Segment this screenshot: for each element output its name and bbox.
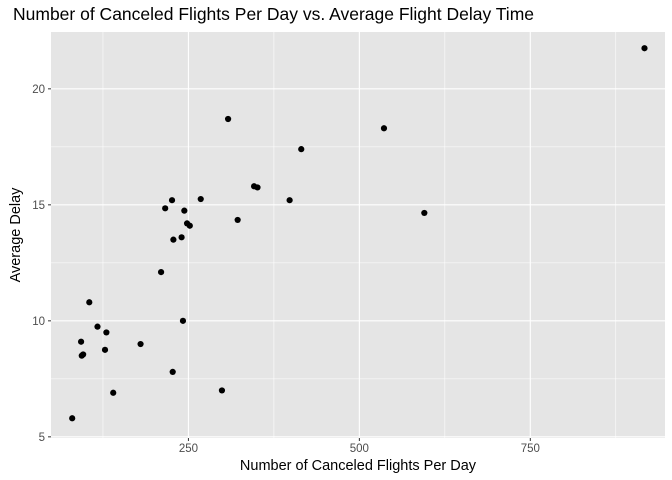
data-point <box>178 234 185 241</box>
y-axis-ticks: 5 10 15 20 <box>32 84 51 444</box>
x-axis-ticks: 250 500 750 <box>179 438 540 455</box>
data-point <box>286 197 293 204</box>
data-point <box>162 205 169 212</box>
data-point <box>94 323 101 330</box>
data-point <box>298 146 305 153</box>
data-point <box>170 236 177 243</box>
data-point <box>137 340 144 348</box>
data-point <box>110 389 117 396</box>
data-point <box>168 197 176 204</box>
data-point <box>181 207 188 214</box>
data-point <box>186 222 193 229</box>
data-point <box>169 368 176 375</box>
y-axis-title: Average Delay <box>8 187 24 283</box>
data-point <box>103 329 110 336</box>
major-gridlines <box>51 32 665 438</box>
y-tick-label: 20 <box>32 84 45 96</box>
x-tick-label: 250 <box>179 443 198 455</box>
data-point <box>641 45 648 52</box>
data-point <box>69 415 76 422</box>
data-point <box>421 209 428 217</box>
y-tick-label: 15 <box>32 200 45 212</box>
data-point <box>197 195 204 203</box>
minor-gridlines <box>51 32 665 438</box>
data-points <box>69 45 648 422</box>
data-point <box>77 338 85 345</box>
x-tick-label: 500 <box>350 443 369 455</box>
data-point <box>218 387 226 394</box>
data-point <box>80 351 87 358</box>
data-point <box>86 299 93 306</box>
data-point <box>157 269 165 276</box>
data-point <box>380 125 388 132</box>
plot-panel <box>51 32 665 438</box>
data-point <box>234 216 241 224</box>
x-axis-title: Number of Canceled Flights Per Day <box>240 458 477 474</box>
y-tick-label: 10 <box>32 316 45 328</box>
data-point <box>224 115 232 123</box>
chart-title: Number of Canceled Flights Per Day vs. A… <box>13 4 535 24</box>
x-tick-label: 750 <box>521 443 540 455</box>
data-point <box>254 184 261 191</box>
y-tick-label: 5 <box>39 432 45 444</box>
data-point <box>179 317 187 324</box>
data-point <box>101 346 109 353</box>
